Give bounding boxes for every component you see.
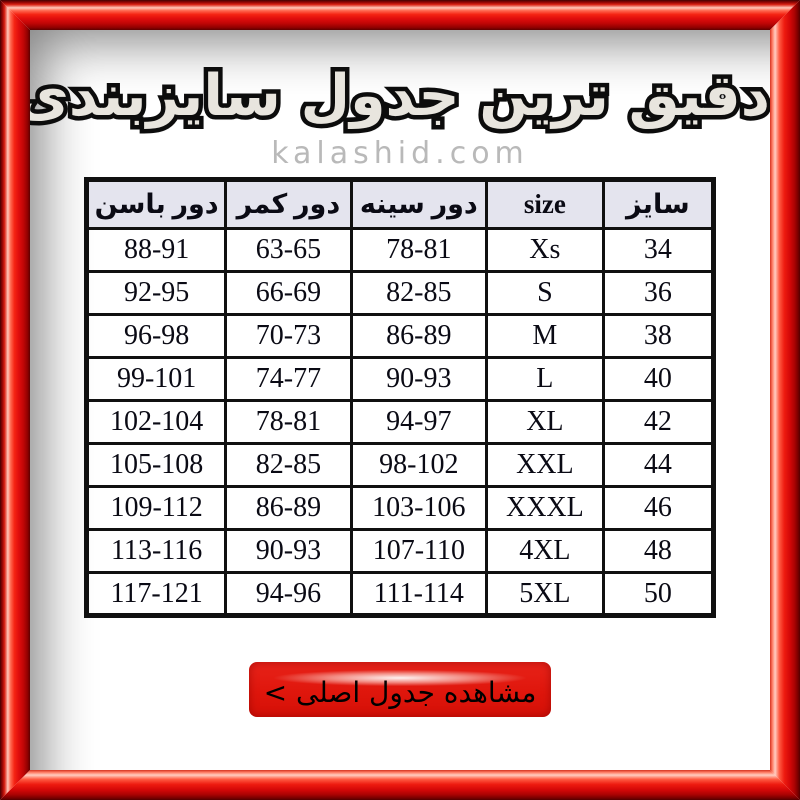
table-row: 48 4XL 107-110 90-93 113-116 bbox=[84, 528, 716, 574]
table-cell: 78-81 bbox=[224, 399, 353, 445]
table-cell: S bbox=[485, 270, 605, 316]
table-row: 50 5XL 111-114 94-96 117-121 bbox=[84, 571, 716, 617]
table-cell: 36 bbox=[601, 270, 716, 316]
table-cell: 86-89 bbox=[349, 313, 489, 359]
table-cell: 42 bbox=[601, 399, 716, 445]
table-cell: 74-77 bbox=[224, 356, 353, 402]
table-cell: 82-85 bbox=[349, 270, 489, 316]
table-row: 38 M 86-89 70-73 96-98 bbox=[84, 313, 716, 359]
table-row: 42 XL 94-97 78-81 102-104 bbox=[84, 399, 716, 445]
frame-border-right bbox=[770, 0, 800, 800]
content-area: دقیق ترین جدول سایزبندی لباس دقیق ترین ج… bbox=[0, 30, 775, 770]
table-cell: L bbox=[485, 356, 605, 402]
page-title-outline: دقیق ترین جدول سایزبندی لباس bbox=[0, 59, 775, 134]
table-cell: 117-121 bbox=[84, 571, 228, 617]
table-head-row: سایز size دور سینه دور کمر دور باسن bbox=[84, 178, 716, 230]
table-body: 34 Xs 78-81 63-65 88-91 36 S 82-85 66-69 92-95 38 M… bbox=[84, 227, 716, 617]
table-cell: 5XL bbox=[485, 571, 605, 617]
table-cell: 96-98 bbox=[84, 313, 228, 359]
table-cell: 63-65 bbox=[224, 227, 353, 273]
table-cell: 46 bbox=[601, 485, 716, 531]
table-cell: 98-102 bbox=[349, 442, 489, 488]
table-cell: 78-81 bbox=[349, 227, 489, 273]
table-cell: 109-112 bbox=[84, 485, 228, 531]
table-cell: 94-96 bbox=[224, 571, 353, 617]
table-cell: 90-93 bbox=[224, 528, 353, 574]
table-cell: 70-73 bbox=[224, 313, 353, 359]
table-row: 34 Xs 78-81 63-65 88-91 bbox=[84, 227, 716, 273]
table-cell: Xs bbox=[485, 227, 605, 273]
table-cell: 66-69 bbox=[224, 270, 353, 316]
table-cell: M bbox=[485, 313, 605, 359]
size-table: سایز size دور سینه دور کمر دور باسن 34 Xs 78-8… bbox=[84, 177, 716, 618]
view-original-table-button[interactable]: مشاهده جدول اصلی > bbox=[249, 662, 551, 717]
column-header: سایز bbox=[601, 178, 716, 230]
table-cell: XXXL bbox=[485, 485, 605, 531]
table-cell: 113-116 bbox=[84, 528, 228, 574]
table-cell: 34 bbox=[601, 227, 716, 273]
table-cell: 111-114 bbox=[349, 571, 489, 617]
table-cell: 86-89 bbox=[224, 485, 353, 531]
frame-border-left bbox=[0, 0, 30, 800]
table-cell: 40 bbox=[601, 356, 716, 402]
column-header: دور باسن bbox=[84, 178, 228, 230]
frame-border-top bbox=[0, 0, 800, 30]
column-header: دور سینه bbox=[349, 178, 489, 230]
table-row: 40 L 90-93 74-77 99-101 bbox=[84, 356, 716, 402]
table-cell: 48 bbox=[601, 528, 716, 574]
table-cell: 103-106 bbox=[349, 485, 489, 531]
table-cell: 88-91 bbox=[84, 227, 228, 273]
table-cell: 102-104 bbox=[84, 399, 228, 445]
table-row: 36 S 82-85 66-69 92-95 bbox=[84, 270, 716, 316]
table-cell: 92-95 bbox=[84, 270, 228, 316]
table-row: 44 XXL 98-102 82-85 105-108 bbox=[84, 442, 716, 488]
table-cell: 105-108 bbox=[84, 442, 228, 488]
table-cell: 4XL bbox=[485, 528, 605, 574]
column-header: دور کمر bbox=[224, 178, 353, 230]
watermark-text: kalashid.com bbox=[271, 136, 529, 171]
table-cell: 44 bbox=[601, 442, 716, 488]
table-cell: 50 bbox=[601, 571, 716, 617]
table-cell: 90-93 bbox=[349, 356, 489, 402]
table-cell: XXL bbox=[485, 442, 605, 488]
table-cell: 107-110 bbox=[349, 528, 489, 574]
table-cell: 99-101 bbox=[84, 356, 228, 402]
table-cell: XL bbox=[485, 399, 605, 445]
table-cell: 94-97 bbox=[349, 399, 489, 445]
page-title: دقیق ترین جدول سایزبندی لباس دقیق ترین ج… bbox=[0, 54, 775, 138]
table-row: 46 XXXL 103-106 86-89 109-112 bbox=[84, 485, 716, 531]
table-cell: 82-85 bbox=[224, 442, 353, 488]
frame-border-bottom bbox=[0, 770, 800, 800]
page-title-text: دقیق ترین جدول سایزبندی لباس bbox=[0, 63, 770, 129]
column-header: size bbox=[485, 178, 605, 230]
table-cell: 38 bbox=[601, 313, 716, 359]
